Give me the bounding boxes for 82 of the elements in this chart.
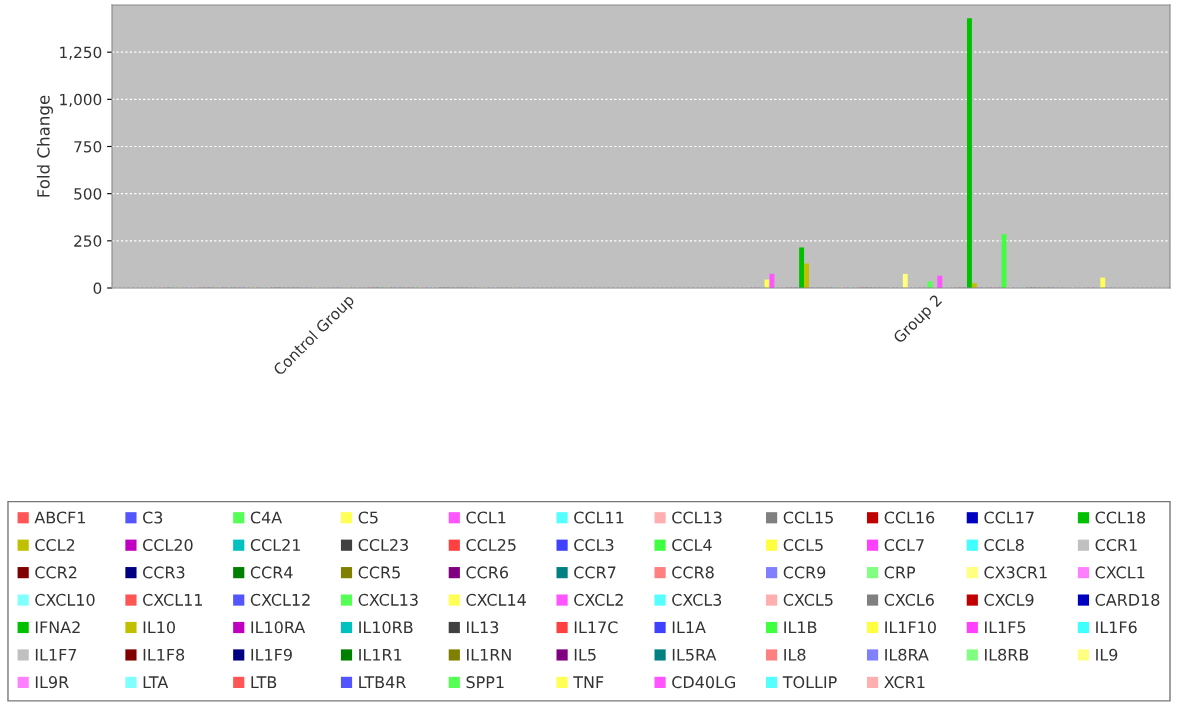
legend-label: CCL2 <box>35 538 75 552</box>
y-tick-label: 1,250 <box>60 46 102 60</box>
legend-label: CXCL3 <box>672 593 722 606</box>
legend-label: CCL3 <box>574 538 614 552</box>
legend-label: CCR1 <box>1095 538 1137 552</box>
legend-label: IL1RN <box>467 648 511 661</box>
legend-label: CCR3 <box>143 566 185 579</box>
legend-label: LTB4R <box>359 676 406 688</box>
legend-label: CARD18 <box>1095 593 1160 606</box>
legend-label: CCL15 <box>783 511 833 524</box>
legend-label: CCL5 <box>783 538 823 552</box>
y-tick-label: 1,000 <box>60 93 102 107</box>
legend-label: IL10RA <box>251 621 306 634</box>
legend-label: CXCL5 <box>783 593 833 606</box>
legend-label: LTB <box>251 676 277 688</box>
legend-label: IL10RB <box>359 621 413 634</box>
legend-label: CXCL12 <box>250 593 310 606</box>
y-tick-label: 750 <box>74 140 102 153</box>
legend-label: CXCL13 <box>358 593 418 606</box>
legend-label: IL1F7 <box>35 648 77 661</box>
legend-label: IL1F5 <box>985 621 1026 634</box>
legend-label: CCL25 <box>466 538 516 552</box>
legend-label: CCL16 <box>884 511 935 524</box>
legend-label: C3 <box>143 511 163 524</box>
legend-label: CCL1 <box>466 511 506 524</box>
legend-label: IL13 <box>467 621 499 634</box>
legend-label: CCR5 <box>358 566 400 579</box>
legend-label: CCL13 <box>672 511 722 524</box>
legend-label: TOLLIP <box>782 676 837 689</box>
legend-label: IL1F9 <box>251 648 292 661</box>
legend-label: IL5RA <box>672 648 717 661</box>
legend-label: CCL18 <box>1095 511 1146 524</box>
legend-label: CCL4 <box>672 538 712 552</box>
y-tick-label: 250 <box>74 235 102 247</box>
legend-label: IFNA2 <box>35 621 80 634</box>
legend-label: CX3CR1 <box>984 566 1047 579</box>
legend-label: CXCL6 <box>884 593 934 606</box>
legend-label: IL10 <box>143 621 175 634</box>
y-tick-label: 500 <box>74 188 102 200</box>
legend-label: IL8RA <box>885 648 929 661</box>
y-axis-title: Fold Change <box>36 95 53 197</box>
legend-label: IL5 <box>574 648 596 661</box>
y-tick-label: 0 <box>93 282 102 295</box>
legend-label: CCL20 <box>143 538 193 552</box>
legend-label: IL9 <box>1096 648 1118 661</box>
legend-label: CCL11 <box>574 511 624 524</box>
legend-label: CCR2 <box>35 566 77 579</box>
legend-label: CCR7 <box>574 566 616 579</box>
legend-label: IL8RB <box>985 648 1029 661</box>
legend-label: CCL8 <box>984 538 1024 552</box>
legend-label: IL9R <box>35 676 69 689</box>
legend-label: CCL17 <box>984 511 1034 524</box>
legend-label: CXCL14 <box>466 593 526 606</box>
legend-label: CCR9 <box>783 566 826 579</box>
legend-label: CXCL9 <box>984 593 1034 606</box>
legend-label: IL1F6 <box>1096 621 1137 634</box>
legend-label: C5 <box>358 511 378 524</box>
legend-label: CCR4 <box>250 566 293 579</box>
legend-label: IL8 <box>784 648 806 661</box>
legend-label: XCR1 <box>884 676 925 689</box>
legend-label: CCR6 <box>466 566 509 579</box>
legend-label: IL17C <box>574 621 618 634</box>
legend-label: C4A <box>250 511 283 524</box>
legend-label: ABCF1 <box>34 511 85 524</box>
legend-label: IL1R1 <box>359 648 402 661</box>
legend-label: LTA <box>143 676 169 688</box>
legend-label: CXCL10 <box>35 593 95 606</box>
legend-label: CXCL1 <box>1095 566 1145 579</box>
legend-label: CRP <box>884 566 916 579</box>
legend-label: IL1F10 <box>885 621 936 634</box>
legend-label: CXCL11 <box>143 593 202 606</box>
legend-label: CCL23 <box>358 538 408 552</box>
legend-label: IL1A <box>672 621 706 634</box>
legend-label: CCR8 <box>672 566 714 579</box>
legend-label: CCL7 <box>884 538 924 552</box>
legend-label: CXCL2 <box>574 593 623 606</box>
legend-label: IL1B <box>784 621 817 634</box>
legend-label: IL1F8 <box>143 648 185 661</box>
legend-label: CD40LG <box>672 676 736 689</box>
legend-label: SPP1 <box>466 676 504 689</box>
legend-label: CCL21 <box>250 538 300 552</box>
legend-label: TNF <box>573 676 604 688</box>
